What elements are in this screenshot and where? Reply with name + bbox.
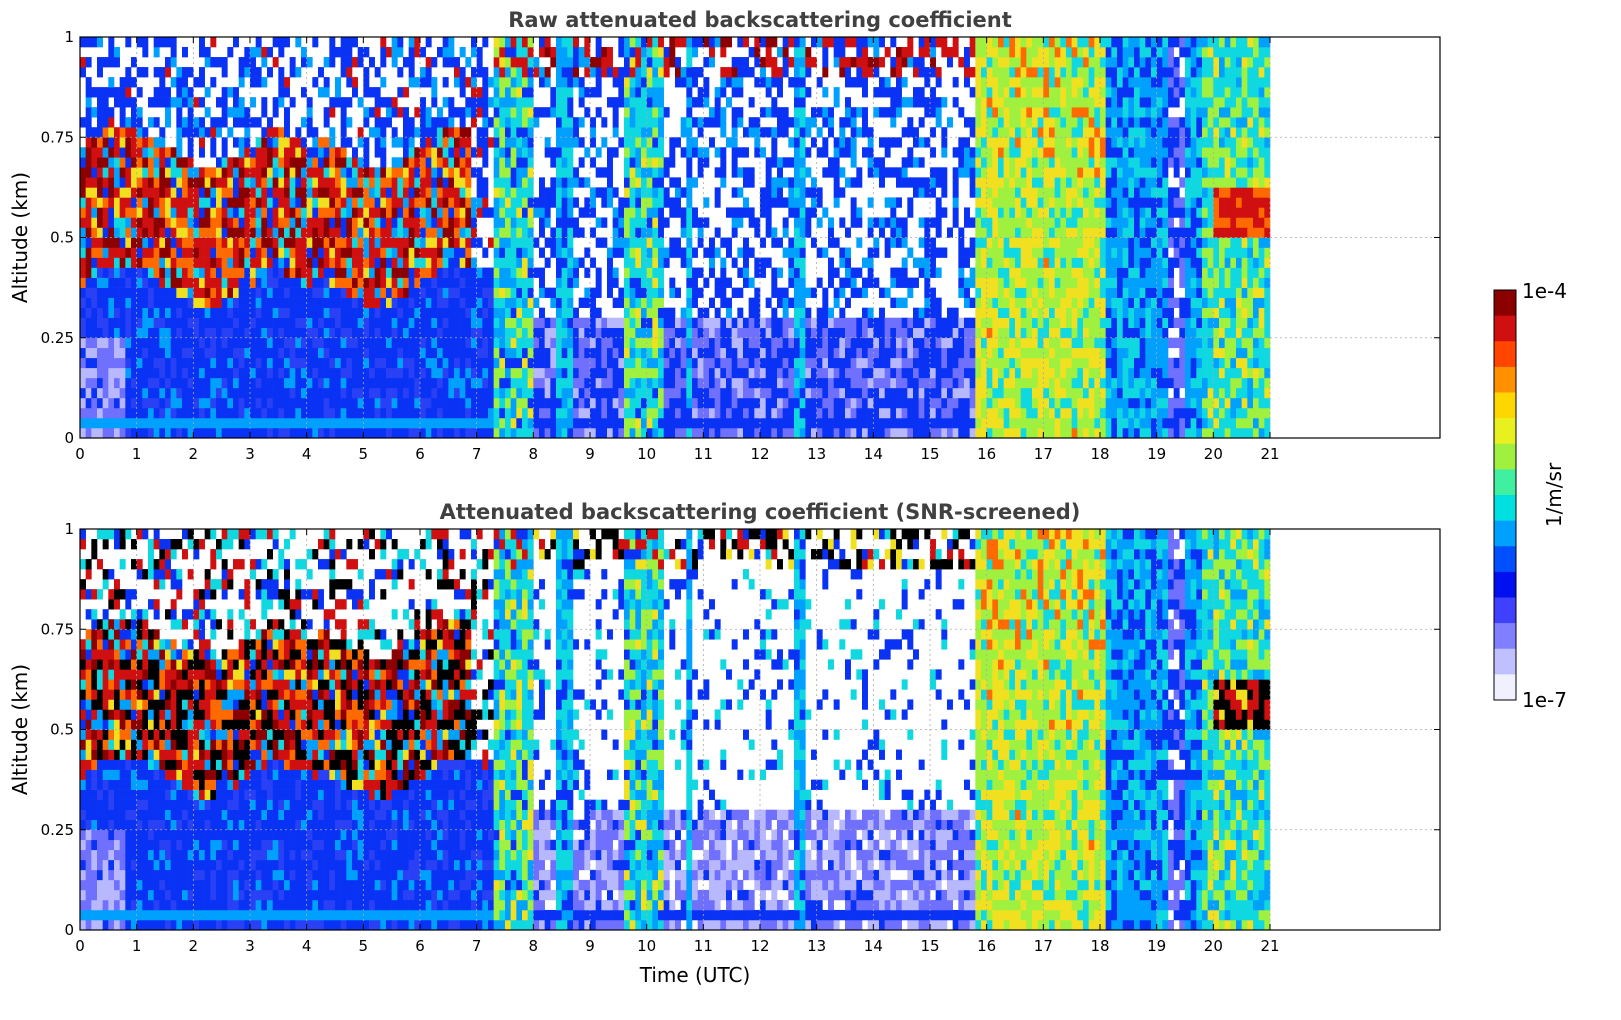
x-tick-label: 4 bbox=[302, 937, 312, 955]
x-tick-label: 5 bbox=[359, 445, 369, 463]
x-tick-label: 12 bbox=[750, 445, 769, 463]
x-tick-label: 9 bbox=[585, 937, 595, 955]
x-tick-label: 1 bbox=[132, 937, 142, 955]
colorbar-swatch bbox=[1494, 366, 1516, 394]
colorbar-swatch bbox=[1494, 520, 1516, 547]
colorbar-swatch bbox=[1494, 674, 1516, 701]
colorbar-swatch bbox=[1494, 290, 1516, 317]
colorbar-max-label: 1e-4 bbox=[1522, 279, 1567, 303]
x-tick-label: 2 bbox=[189, 445, 199, 463]
x-tick-label: 18 bbox=[1090, 937, 1109, 955]
x-tick-label: 21 bbox=[1260, 445, 1279, 463]
x-tick-label: 3 bbox=[245, 445, 255, 463]
y-tick-label: 0 bbox=[64, 921, 74, 939]
colorbar-swatch bbox=[1494, 648, 1516, 675]
colorbar-label: 1/m/sr bbox=[1542, 462, 1566, 527]
colorbar-swatch bbox=[1494, 443, 1516, 470]
x-tick-label: 13 bbox=[807, 937, 826, 955]
chart-title: Attenuated backscattering coefficient (S… bbox=[440, 500, 1081, 524]
x-tick-label: 2 bbox=[189, 937, 199, 955]
x-tick-label: 12 bbox=[750, 937, 769, 955]
x-tick-label: 0 bbox=[75, 937, 85, 955]
x-tick-label: 4 bbox=[302, 445, 312, 463]
heatmap-cells bbox=[80, 529, 1271, 931]
colorbar-swatch bbox=[1494, 623, 1516, 650]
x-tick-label: 8 bbox=[529, 937, 539, 955]
colorbar-swatch bbox=[1494, 392, 1516, 419]
y-tick-label: 0.75 bbox=[41, 128, 74, 146]
colorbar-swatch bbox=[1494, 571, 1516, 599]
y-tick-label: 0.5 bbox=[50, 229, 74, 247]
x-tick-label: 9 bbox=[585, 445, 595, 463]
x-tick-label: 3 bbox=[245, 937, 255, 955]
x-tick-label: 15 bbox=[920, 445, 939, 463]
colorbar-swatch bbox=[1494, 315, 1516, 342]
y-tick-label: 0.25 bbox=[41, 821, 74, 839]
y-tick-label: 1 bbox=[64, 520, 74, 538]
colorbar-swatch bbox=[1494, 418, 1516, 445]
x-tick-label: 20 bbox=[1204, 937, 1223, 955]
y-axis-label: Altitude (km) bbox=[8, 664, 32, 795]
colorbar-swatch bbox=[1494, 495, 1516, 522]
colorbar-swatch bbox=[1494, 469, 1516, 496]
x-tick-label: 16 bbox=[977, 445, 996, 463]
colorbar-swatch bbox=[1494, 597, 1516, 624]
x-tick-label: 15 bbox=[920, 937, 939, 955]
panel-2: 0 1 2 3 4 5 6 7 8 9 10 11 12 13 14 15 16 17 18 19 20 2100.250… bbox=[8, 500, 1441, 987]
x-tick-label: 14 bbox=[864, 937, 883, 955]
x-axis-label: Time (UTC) bbox=[639, 963, 751, 987]
x-tick-label: 14 bbox=[864, 445, 883, 463]
x-tick-label: 17 bbox=[1034, 445, 1053, 463]
x-tick-label: 10 bbox=[637, 445, 656, 463]
x-tick-label: 19 bbox=[1147, 445, 1166, 463]
y-tick-label: 0.5 bbox=[50, 721, 74, 739]
x-tick-label: 10 bbox=[637, 937, 656, 955]
colorbar-swatch bbox=[1494, 546, 1516, 573]
x-tick-label: 16 bbox=[977, 937, 996, 955]
x-tick-label: 8 bbox=[529, 445, 539, 463]
y-tick-label: 0.25 bbox=[41, 329, 74, 347]
heatmap-cells bbox=[80, 37, 1271, 439]
y-tick-label: 0 bbox=[64, 429, 74, 447]
x-tick-label: 7 bbox=[472, 937, 482, 955]
x-tick-label: 20 bbox=[1204, 445, 1223, 463]
y-tick-label: 0.75 bbox=[41, 620, 74, 638]
x-tick-label: 13 bbox=[807, 445, 826, 463]
x-tick-label: 18 bbox=[1090, 445, 1109, 463]
x-tick-label: 0 bbox=[75, 445, 85, 463]
x-tick-label: 5 bbox=[359, 937, 369, 955]
chart-title: Raw attenuated backscattering coefficien… bbox=[508, 8, 1012, 32]
y-axis-label: Altitude (km) bbox=[8, 172, 32, 303]
x-tick-label: 6 bbox=[415, 445, 425, 463]
x-tick-label: 21 bbox=[1260, 937, 1279, 955]
x-tick-label: 19 bbox=[1147, 937, 1166, 955]
y-tick-label: 1 bbox=[64, 28, 74, 46]
x-tick-label: 11 bbox=[694, 937, 713, 955]
panel-1: 0 1 2 3 4 5 6 7 8 9 10 11 12 13 14 15 16 17 18 19 20 2100.250… bbox=[8, 8, 1441, 463]
x-tick-label: 17 bbox=[1034, 937, 1053, 955]
colorbar: 1e-4 1e-7 1/m/sr bbox=[1493, 279, 1567, 712]
x-tick-label: 11 bbox=[694, 445, 713, 463]
x-tick-label: 1 bbox=[132, 445, 142, 463]
x-tick-label: 6 bbox=[415, 937, 425, 955]
colorbar-swatch bbox=[1494, 341, 1516, 368]
x-tick-label: 7 bbox=[472, 445, 482, 463]
colorbar-min-label: 1e-7 bbox=[1522, 688, 1567, 712]
